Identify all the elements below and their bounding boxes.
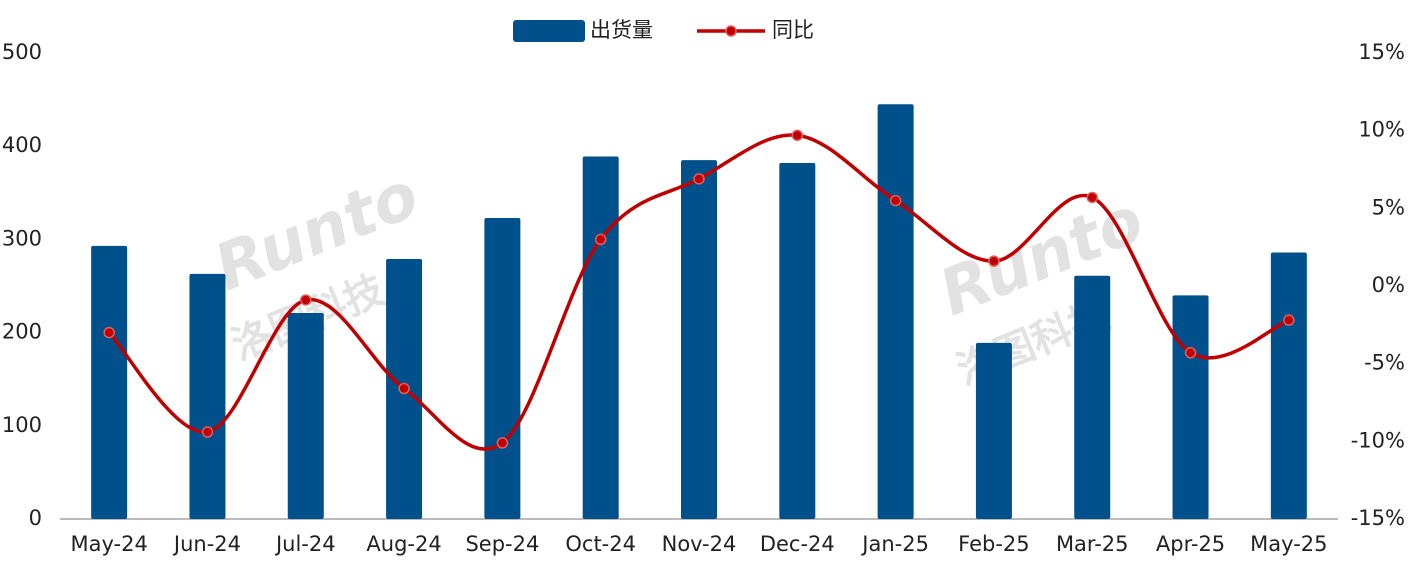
x-tick-label: Jun-24 bbox=[172, 532, 241, 556]
bar bbox=[582, 156, 619, 519]
x-tick-label: Jul-24 bbox=[274, 532, 336, 556]
x-tick-label: Sep-24 bbox=[465, 532, 539, 556]
x-tick-label: Aug-24 bbox=[366, 532, 441, 556]
line-marker bbox=[889, 194, 902, 207]
x-tick-label: May-24 bbox=[70, 532, 147, 556]
line-marker bbox=[398, 382, 410, 395]
x-tick-label: Apr-25 bbox=[1156, 532, 1225, 556]
bar bbox=[91, 245, 128, 519]
y2-tick-label: 15% bbox=[1358, 40, 1405, 64]
y-tick-label: 0 bbox=[29, 506, 42, 530]
y2-tick-label: -10% bbox=[1351, 428, 1405, 452]
x-tick-label: Nov-24 bbox=[662, 532, 737, 556]
bar bbox=[1074, 275, 1111, 519]
line-marker bbox=[1283, 314, 1295, 326]
line-marker bbox=[103, 326, 115, 339]
bar bbox=[484, 217, 521, 520]
y-tick-label: 300 bbox=[2, 226, 42, 250]
bar bbox=[681, 160, 717, 519]
y2-tick-label: 0% bbox=[1372, 273, 1405, 297]
bar bbox=[1172, 295, 1209, 519]
legend-label: 出货量 bbox=[590, 18, 653, 42]
line-marker bbox=[496, 437, 509, 449]
x-tick-label: Jan-25 bbox=[860, 532, 929, 556]
watermark-text: Runto bbox=[930, 183, 1154, 331]
line-marker bbox=[693, 173, 705, 185]
x-tick-label: Dec-24 bbox=[760, 532, 835, 556]
bar bbox=[1270, 252, 1307, 519]
y2-tick-label: 10% bbox=[1358, 118, 1405, 142]
line-marker bbox=[1184, 347, 1197, 359]
line-marker bbox=[201, 426, 214, 438]
bar bbox=[877, 104, 914, 519]
x-tick-label: Mar-25 bbox=[1056, 532, 1129, 556]
line-marker bbox=[594, 233, 607, 246]
x-tick-label: Feb-25 bbox=[958, 532, 1029, 556]
x-tick-label: Oct-24 bbox=[565, 532, 636, 556]
y2-tick-label: -5% bbox=[1364, 351, 1405, 375]
y-tick-label: 400 bbox=[2, 133, 42, 157]
line-marker bbox=[1086, 191, 1098, 204]
bar bbox=[779, 162, 816, 519]
x-tick-label: May-25 bbox=[1250, 532, 1327, 556]
line-marker bbox=[791, 129, 804, 142]
line-marker bbox=[988, 255, 1000, 267]
y2-tick-label: -15% bbox=[1351, 506, 1405, 530]
line-marker bbox=[300, 294, 312, 306]
y-tick-label: 200 bbox=[2, 320, 42, 344]
bar bbox=[287, 313, 324, 519]
legend-swatch bbox=[513, 20, 585, 42]
legend-swatch bbox=[725, 25, 737, 37]
bar bbox=[189, 273, 226, 519]
bar bbox=[975, 342, 1012, 519]
y2-tick-label: 5% bbox=[1372, 195, 1405, 219]
legend-label: 同比 bbox=[772, 18, 814, 42]
y-tick-label: 100 bbox=[2, 413, 42, 437]
y-tick-label: 500 bbox=[2, 40, 42, 64]
